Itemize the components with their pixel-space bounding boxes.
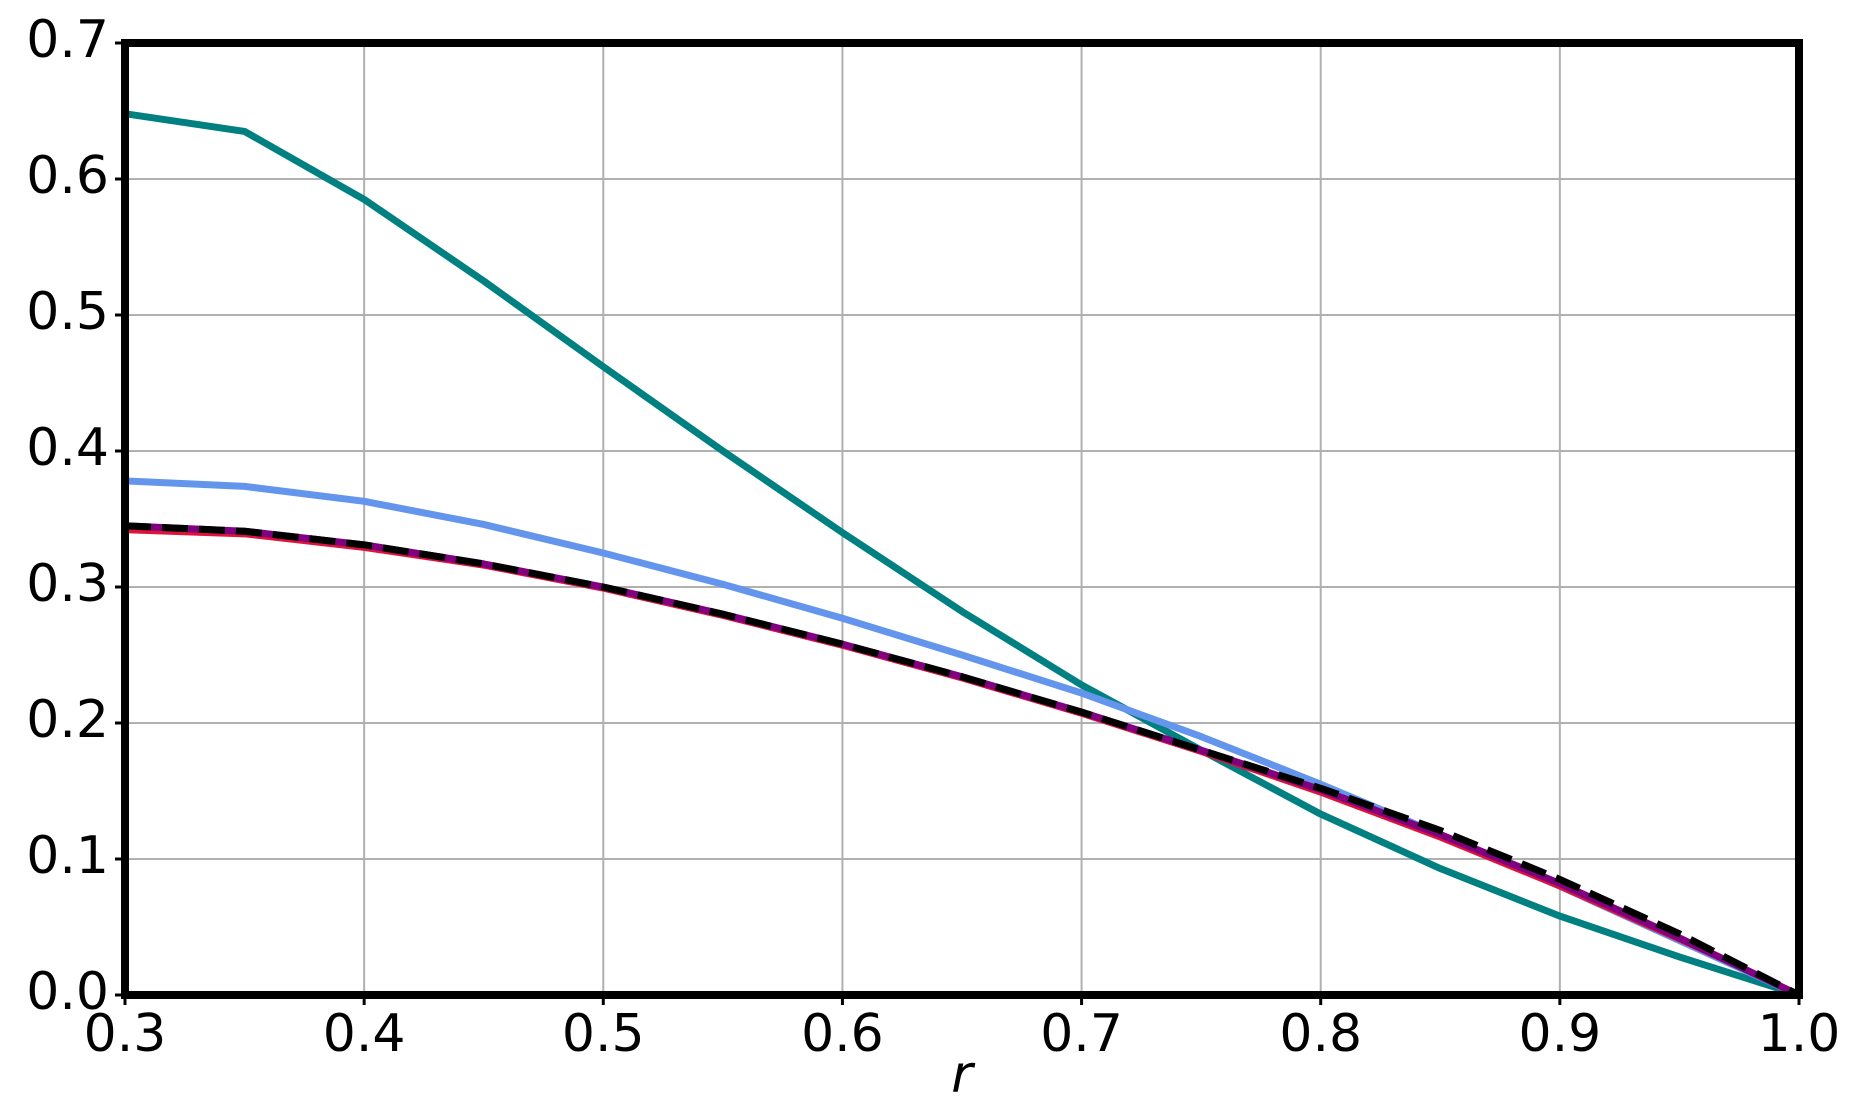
x-tick-label: 0.3 xyxy=(84,1004,167,1064)
y-tick-label: 0.6 xyxy=(26,146,109,206)
series-line xyxy=(124,529,1800,997)
x-tick-label: 0.7 xyxy=(1040,1004,1123,1064)
y-tick-label: 0.5 xyxy=(26,282,109,342)
series-line xyxy=(124,110,1801,999)
plot-frame xyxy=(121,39,1803,999)
x-tick-label: 0.6 xyxy=(801,1004,884,1064)
x-tick-label: 0.8 xyxy=(1279,1004,1362,1064)
y-tick-label: 0.3 xyxy=(26,554,109,614)
y-tick-label: 0.7 xyxy=(26,10,109,70)
y-tick-label: 0.4 xyxy=(26,418,109,478)
x-tick-label: 1.0 xyxy=(1758,1004,1841,1064)
x-axis-label: r xyxy=(951,1045,976,1105)
x-tick-label: 0.4 xyxy=(323,1004,406,1064)
x-tick-label: 0.5 xyxy=(562,1004,645,1064)
y-tick-label: 0.0 xyxy=(26,962,109,1022)
series-line xyxy=(124,522,1801,999)
x-tick-label: 0.9 xyxy=(1519,1004,1602,1064)
series-line xyxy=(124,522,1801,999)
y-tick-label: 0.1 xyxy=(26,826,109,886)
y-tick-label: 0.2 xyxy=(26,690,109,750)
series-line xyxy=(124,477,1801,999)
